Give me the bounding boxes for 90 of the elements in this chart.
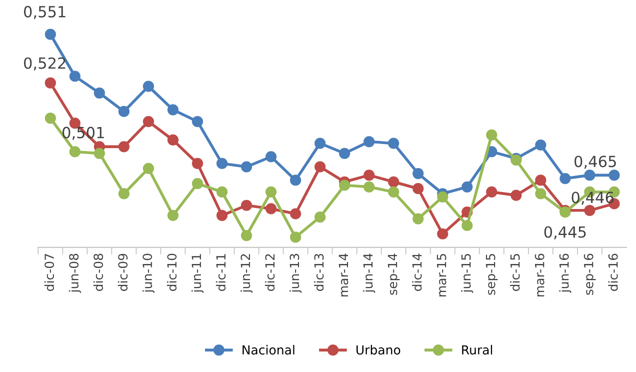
legend-label: Rural [462, 344, 492, 355]
point [314, 161, 326, 172]
point [486, 129, 498, 140]
point [364, 170, 375, 181]
point [240, 161, 252, 172]
point [437, 191, 448, 203]
point [339, 180, 350, 191]
point [265, 186, 277, 198]
point [608, 170, 620, 181]
point [412, 183, 424, 194]
x-tick-label: jun-08 [68, 254, 81, 293]
x-tick-label: dic-12 [264, 254, 275, 291]
point [94, 148, 105, 159]
point [364, 181, 375, 192]
point [265, 151, 277, 162]
point [535, 174, 546, 186]
point [462, 181, 473, 192]
point [486, 186, 498, 198]
point [364, 136, 375, 148]
x-tick-label: dic-10 [166, 254, 177, 291]
x-tick-label: jun-12 [240, 254, 253, 293]
point [44, 77, 56, 89]
data-label: 0,445 [544, 226, 586, 240]
point [167, 210, 179, 221]
point [167, 104, 179, 116]
x-tick-label: sep-14 [388, 254, 400, 295]
x-tick-label: sep-16 [584, 254, 596, 295]
point [118, 106, 130, 118]
legend-label: Urbano [356, 344, 400, 355]
point [265, 203, 277, 214]
point [216, 158, 228, 170]
x-tick-label: sep-15 [486, 254, 498, 295]
point [462, 220, 473, 232]
point [314, 212, 326, 223]
point [535, 139, 546, 151]
x-tick-label: jun-11 [191, 254, 204, 293]
point [290, 232, 302, 243]
point [437, 228, 448, 240]
point [412, 168, 424, 180]
x-tick-label: dic-08 [93, 254, 104, 291]
point [560, 172, 571, 184]
legend-label: Nacional [242, 344, 294, 355]
point [412, 213, 424, 224]
point [216, 186, 228, 198]
x-tick-label: jun-13 [289, 254, 302, 293]
point [240, 230, 252, 242]
data-label: 0,551 [24, 6, 66, 20]
point [167, 134, 179, 146]
point [192, 116, 204, 128]
point [44, 28, 56, 40]
x-tick-label: dic-16 [608, 254, 618, 291]
point [584, 204, 596, 216]
point [388, 176, 400, 188]
x-tick-label: mar-16 [534, 254, 544, 296]
data-label: 0,465 [574, 156, 616, 169]
point [510, 190, 522, 201]
x-tick-label: dic-14 [412, 254, 422, 291]
point [94, 87, 105, 99]
point [339, 148, 350, 159]
point [69, 146, 80, 158]
x-tick-label: dic-11 [216, 254, 226, 291]
point [192, 178, 204, 190]
x-tick-label: jun-14 [363, 254, 376, 293]
x-tick-label: mar-14 [338, 254, 348, 296]
point [69, 70, 80, 82]
point [44, 112, 56, 124]
point [290, 208, 302, 220]
point [142, 116, 154, 128]
point [388, 186, 400, 198]
data-label: 0,522 [24, 57, 66, 70]
point [118, 141, 130, 152]
point [142, 162, 154, 174]
x-tick-label: dic-13 [314, 254, 324, 291]
x-tick-label: dic-07 [44, 254, 54, 291]
x-tick-label: jun-15 [461, 254, 474, 293]
point [388, 138, 400, 149]
point [142, 80, 154, 92]
point [314, 138, 326, 149]
x-tick-label: dic-15 [510, 254, 520, 291]
point [535, 188, 546, 200]
point [240, 200, 252, 211]
x-tick-label: jun-10 [142, 254, 155, 293]
x-tick-label: dic-09 [118, 254, 128, 291]
point [216, 210, 228, 221]
point [584, 170, 596, 181]
point [192, 158, 204, 170]
point [118, 188, 130, 200]
x-tick-label: jun-16 [559, 254, 572, 293]
x-tick-label: mar-15 [436, 254, 446, 296]
point [290, 174, 302, 186]
